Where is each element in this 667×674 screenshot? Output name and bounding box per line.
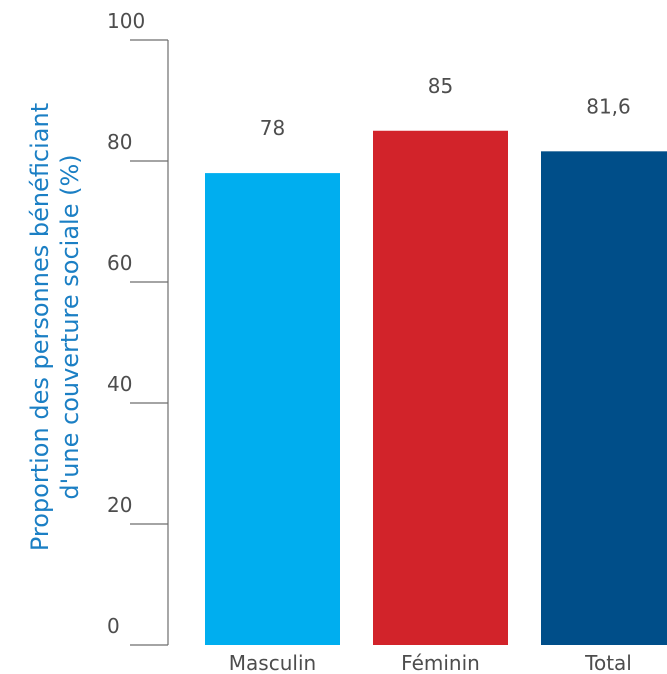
category-label: Masculin	[229, 651, 316, 674]
bars	[205, 130, 667, 645]
y-tick-label: 0	[107, 614, 120, 638]
category-labels: Masculin Féminin Total	[229, 651, 632, 674]
y-axis-label: Proportion des personnes bénéficiant d'u…	[26, 103, 84, 551]
y-tick-label: 80	[107, 130, 132, 154]
category-label: Total	[584, 651, 632, 674]
value-labels: 78 85 81,6	[260, 74, 631, 140]
y-axis-ticks: 0 20 40 60 80 100	[107, 9, 168, 646]
value-label: 85	[428, 74, 453, 98]
y-tick-label: 20	[107, 493, 132, 517]
value-label: 78	[260, 116, 285, 140]
category-label: Féminin	[401, 651, 480, 674]
bar-feminin	[373, 130, 508, 645]
y-tick-label: 100	[107, 9, 145, 33]
y-tick-label: 40	[107, 372, 132, 396]
bar-total	[541, 151, 667, 645]
value-label: 81,6	[586, 94, 631, 118]
bar-masculin	[205, 173, 340, 645]
y-tick-label: 60	[107, 251, 132, 275]
y-axis-label-line-1: Proportion des personnes bénéficiant	[26, 103, 54, 551]
y-axis-label-line-2: d'une couverture sociale (%)	[56, 154, 84, 499]
